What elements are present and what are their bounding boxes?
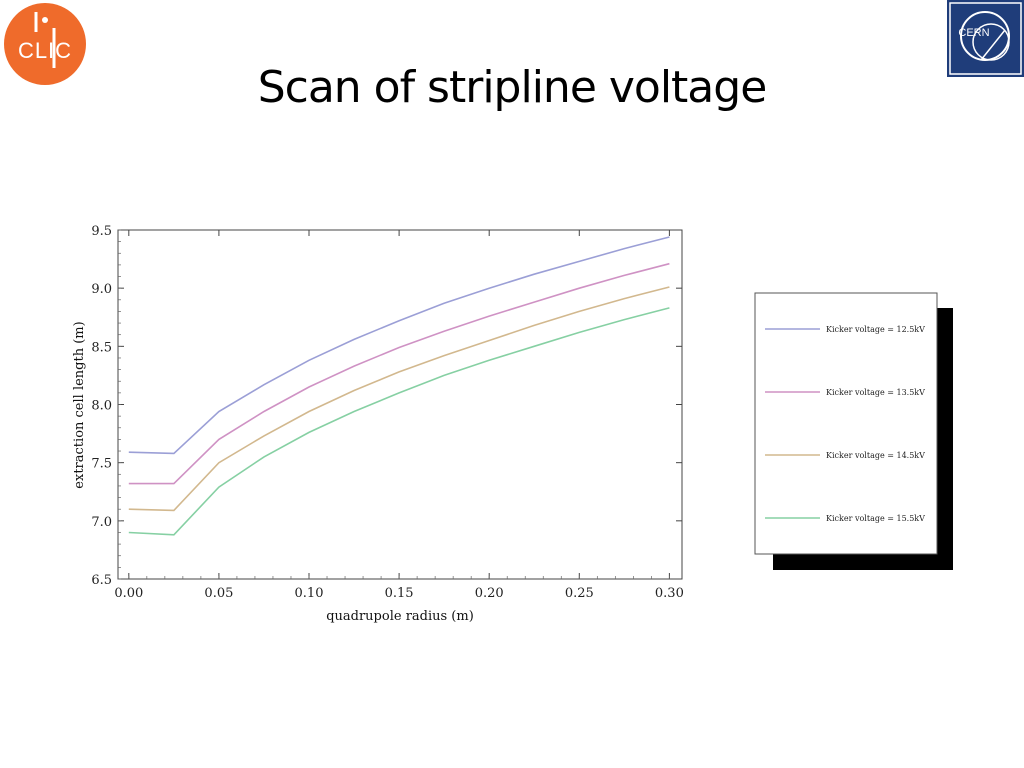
legend-shadow — [773, 308, 953, 570]
x-tick-label: 0.10 — [295, 586, 324, 601]
cern-logo-ring — [972, 23, 1010, 61]
x-tick-label: 0.05 — [204, 586, 233, 601]
legend-label-2: Kicker voltage = 13.5kV — [826, 388, 925, 397]
y-tick-label: 7.0 — [91, 515, 112, 530]
cern-logo-ring — [960, 11, 1010, 61]
x-tick-label: 0.20 — [475, 586, 504, 601]
series-line-2 — [128, 262, 670, 485]
clic-logo: CLIC — [4, 3, 86, 85]
series-line-4 — [128, 307, 670, 536]
x-axis-label: quadrupole radius (m) — [326, 609, 474, 624]
x-tick-label: 0.15 — [385, 586, 414, 601]
plot-marks — [128, 236, 670, 536]
clic-logo-circle — [4, 3, 86, 85]
x-tick-label: 0.25 — [565, 586, 594, 601]
y-tick-label: 8.5 — [91, 340, 112, 355]
legend: Kicker voltage = 12.5kV Kicker voltage = … — [765, 325, 925, 523]
cern-logo-text: CERN — [958, 27, 989, 39]
clic-logo-dot — [42, 17, 48, 23]
series-line-1 — [128, 236, 670, 455]
legend-label-4: Kicker voltage = 15.5kV — [826, 514, 925, 523]
series-line-3 — [128, 286, 670, 512]
x-tick-label: 0.30 — [655, 586, 684, 601]
cern-logo: CERN — [947, 0, 1024, 77]
slide-title: Scan of stripline voltage — [257, 62, 768, 113]
y-tick-label: 7.5 — [91, 457, 112, 472]
clic-logo-text: CLIC — [18, 38, 72, 63]
legend-box — [754, 292, 938, 555]
x-tick-label: 0.00 — [114, 586, 143, 601]
cern-logo-line — [980, 29, 1006, 61]
y-tick-label: 9.0 — [91, 282, 112, 297]
cern-logo-frame — [949, 2, 1022, 75]
x-axis: 0.00 0.05 0.10 0.15 0.20 0.25 0.30 — [114, 230, 684, 601]
plot-frame — [117, 229, 683, 580]
y-tick-label: 6.5 — [91, 573, 112, 588]
legend-label-1: Kicker voltage = 12.5kV — [826, 325, 925, 334]
y-tick-label: 9.5 — [91, 224, 112, 239]
y-axis: 6.5 7.0 7.5 8.0 8.5 9.0 9.5 — [91, 224, 682, 588]
legend-label-3: Kicker voltage = 14.5kV — [826, 451, 925, 460]
y-axis-label: extraction cell length (m) — [72, 321, 87, 488]
y-tick-label: 8.0 — [91, 399, 112, 414]
